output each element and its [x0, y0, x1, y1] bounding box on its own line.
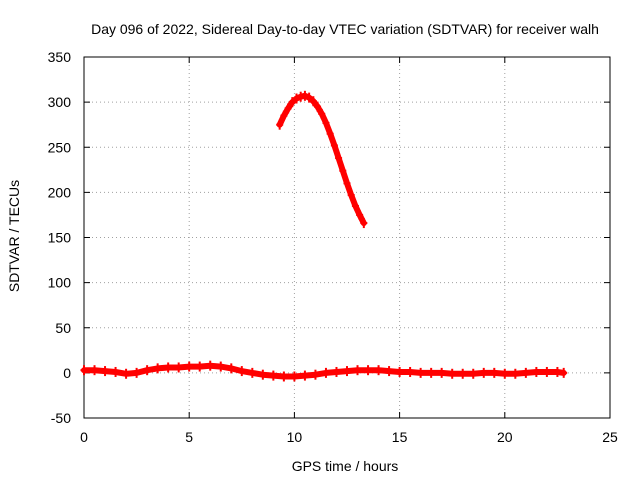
y-tick-label: 0: [63, 365, 71, 381]
data-point: [322, 117, 330, 128]
data-point: [301, 90, 309, 101]
data-point: [290, 371, 298, 382]
y-tick-label: 350: [48, 49, 72, 65]
data-point: [469, 368, 477, 379]
x-tick-label: 15: [392, 429, 408, 445]
data-point: [560, 367, 568, 378]
data-point: [448, 368, 456, 379]
data-point: [301, 370, 309, 381]
data-point: [343, 178, 351, 189]
tick-layer: 0 5 10 15 20 25 -50 0 50 100 150 200 250 300 350: [48, 49, 618, 445]
series-line-baseline: [81, 362, 567, 380]
x-tick-label: 20: [497, 429, 513, 445]
data-point: [417, 367, 425, 378]
data-point: [427, 367, 435, 378]
data-point: [330, 140, 338, 151]
y-tick-label: 250: [48, 139, 72, 155]
data-point: [511, 368, 519, 379]
data-point: [238, 366, 246, 377]
data-point: [164, 362, 172, 373]
x-axis-label: GPS time / hours: [292, 458, 399, 474]
data-point: [206, 360, 214, 371]
data-point: [438, 367, 446, 378]
data-point: [269, 370, 277, 381]
data-point: [356, 209, 364, 220]
data-point: [335, 153, 343, 164]
data-point: [112, 366, 120, 377]
data-point: [293, 93, 301, 104]
data-point: [276, 119, 284, 130]
data-point: [385, 366, 393, 377]
data-point: [280, 110, 288, 121]
data-point: [309, 96, 317, 107]
y-tick-label: 200: [48, 184, 72, 200]
data-point: [305, 92, 313, 103]
y-tick-label: 50: [55, 320, 71, 336]
data-point: [532, 366, 540, 377]
grid-layer: [84, 57, 610, 418]
data-point: [185, 361, 193, 372]
data-point: [406, 366, 414, 377]
data-point: [522, 367, 530, 378]
data-point: [490, 367, 498, 378]
x-tick-label: 25: [602, 429, 618, 445]
data-point: [339, 165, 347, 176]
data-point: [288, 97, 296, 108]
data-point: [80, 365, 88, 376]
data-point: [314, 101, 322, 112]
data-point: [248, 367, 256, 378]
data-point: [91, 365, 99, 376]
y-tick-label: 150: [48, 230, 72, 246]
data-point: [351, 200, 359, 211]
data-point: [227, 363, 235, 374]
data-point: [343, 366, 351, 377]
data-point: [360, 218, 368, 229]
data-point: [347, 190, 355, 201]
y-axis-label: SDTVAR / TECUs: [6, 180, 22, 292]
data-point: [459, 368, 467, 379]
data-point: [326, 128, 334, 139]
data-point: [175, 362, 183, 373]
x-tick-label: 0: [80, 429, 88, 445]
data-point: [101, 366, 109, 377]
data-point: [311, 369, 319, 380]
data-point: [284, 103, 292, 114]
data-point: [318, 108, 326, 119]
y-tick-label: 100: [48, 275, 72, 291]
data-point: [259, 369, 267, 380]
data-point: [196, 361, 204, 372]
data-point: [364, 365, 372, 376]
data-point: [143, 365, 151, 376]
y-tick-label: 300: [48, 94, 72, 110]
data-point: [396, 366, 404, 377]
data-layer: [80, 90, 568, 382]
data-point: [217, 361, 225, 372]
chart-title: Day 096 of 2022, Sidereal Day-to-day VTE…: [91, 21, 599, 37]
data-point: [375, 365, 383, 376]
data-point: [133, 367, 141, 378]
data-point: [480, 367, 488, 378]
data-point: [154, 363, 162, 374]
y-tick-label: -50: [51, 410, 71, 426]
data-point: [332, 366, 340, 377]
data-point: [501, 368, 509, 379]
data-point: [122, 368, 130, 379]
x-tick-label: 5: [185, 429, 193, 445]
data-point: [354, 365, 362, 376]
data-point: [322, 367, 330, 378]
data-point: [553, 366, 561, 377]
plot-frame: [83, 56, 611, 419]
data-point: [280, 371, 288, 382]
data-point: [543, 366, 551, 377]
x-tick-label: 10: [287, 429, 303, 445]
